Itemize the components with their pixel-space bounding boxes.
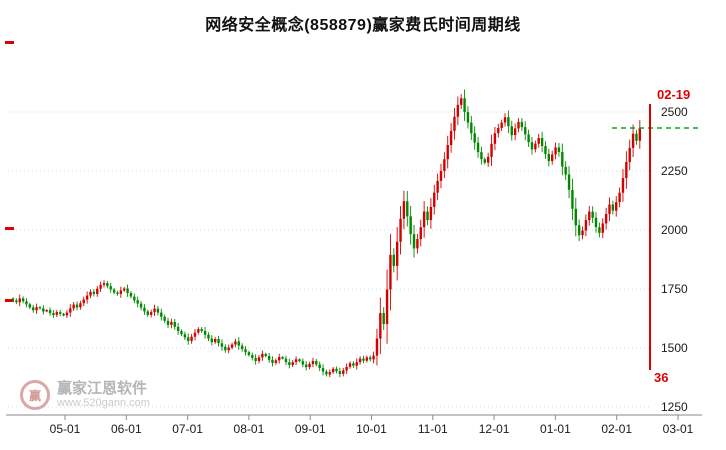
candles-layer[interactable] (11, 89, 642, 378)
svg-text:2000: 2000 (661, 223, 688, 237)
chart-title: 网络安全概念(858879)赢家费氏时间周期线 (205, 17, 521, 34)
fib-time-line-count-label: 36 (654, 370, 669, 385)
watermark-brand-text: 赢家江恩软件 (57, 380, 148, 398)
svg-text:08-01: 08-01 (234, 422, 265, 436)
left-edge-fib-ticks (5, 41, 14, 302)
svg-text:2250: 2250 (661, 164, 688, 178)
svg-text:06-01: 06-01 (111, 422, 142, 436)
svg-text:11-01: 11-01 (418, 422, 448, 436)
x-axis-and-labels: 05-01 06-01 07-01 08-01 09-01 10-01 11-01 12-01… (6, 414, 702, 436)
svg-text:07-01: 07-01 (172, 422, 203, 436)
svg-text:10-01: 10-01 (356, 422, 387, 436)
brand-logo-icon: 赢 (20, 380, 50, 410)
watermark-url-text: www.520gann.com (57, 397, 150, 410)
svg-text:01-01: 01-01 (540, 422, 571, 436)
svg-text:12-01: 12-01 (479, 422, 510, 436)
svg-text:2500: 2500 (661, 105, 688, 119)
svg-text:05-01: 05-01 (50, 422, 81, 436)
svg-text:09-01: 09-01 (295, 422, 326, 436)
svg-text:1750: 1750 (661, 282, 688, 296)
watermark: 赢 赢家江恩软件 www.520gann.com (20, 380, 150, 410)
svg-text:02-01: 02-01 (601, 422, 632, 436)
svg-text:03-01: 03-01 (663, 422, 694, 436)
svg-text:1250: 1250 (661, 400, 688, 414)
gridlines-and-y-axis-labels: 2500 2250 2000 1750 1500 1250 (8, 105, 688, 414)
fib-time-line-date-label: 02-19 (657, 87, 691, 102)
svg-text:1500: 1500 (661, 341, 688, 355)
